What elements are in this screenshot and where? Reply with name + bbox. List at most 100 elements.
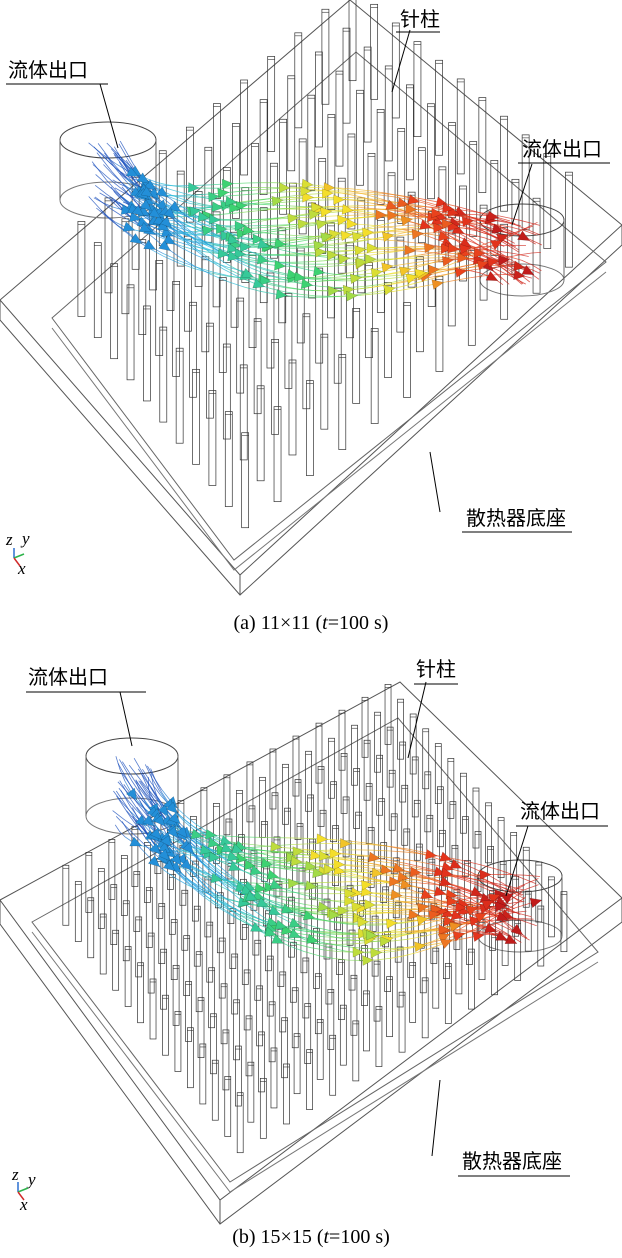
streamline bbox=[456, 222, 485, 224]
streamline bbox=[144, 764, 160, 792]
base-plate bbox=[31, 717, 599, 1183]
streamline bbox=[363, 865, 395, 868]
streamline bbox=[453, 888, 482, 899]
pin bbox=[329, 1034, 337, 1096]
flow-arrow bbox=[423, 242, 437, 254]
flow-arrow bbox=[400, 215, 414, 227]
streamline bbox=[291, 263, 325, 265]
flow-arrow bbox=[498, 254, 511, 266]
streamline bbox=[117, 225, 149, 249]
flow-arrow bbox=[521, 264, 535, 275]
streamline bbox=[381, 933, 411, 936]
pin bbox=[99, 913, 107, 975]
flow-arrow bbox=[355, 257, 368, 268]
streamline bbox=[177, 255, 212, 275]
flow-arrow bbox=[309, 849, 323, 861]
pin bbox=[187, 1027, 194, 1089]
streamline bbox=[367, 918, 394, 921]
pin bbox=[384, 282, 392, 378]
flow-arrow bbox=[344, 895, 356, 907]
flow-arrow bbox=[433, 886, 447, 897]
callout-leader bbox=[99, 83, 119, 149]
pin bbox=[422, 728, 430, 790]
streamline bbox=[295, 193, 323, 196]
streamline bbox=[165, 221, 191, 228]
flow-arrow bbox=[486, 210, 500, 221]
streamline bbox=[493, 273, 515, 276]
pin bbox=[110, 263, 119, 360]
streamline bbox=[260, 228, 289, 234]
streamline bbox=[457, 221, 487, 231]
flow-arrow bbox=[342, 284, 355, 296]
pin bbox=[485, 802, 492, 864]
streamline bbox=[170, 194, 194, 203]
streamline bbox=[521, 259, 542, 271]
streamline bbox=[205, 897, 236, 919]
flow-arrow bbox=[370, 947, 383, 959]
streamline bbox=[348, 284, 379, 288]
flow-arrow bbox=[479, 869, 492, 881]
streamline bbox=[179, 814, 201, 832]
streamline bbox=[242, 250, 271, 255]
pin bbox=[253, 318, 262, 415]
streamline bbox=[139, 780, 162, 809]
streamline bbox=[215, 894, 242, 914]
streamline-figure-a: 流体出口 针柱 流体出口 散热器底座 z y x bbox=[0, 0, 622, 596]
pin bbox=[353, 768, 360, 829]
flow-arrow bbox=[452, 931, 466, 942]
axis-x-label: x bbox=[17, 559, 26, 578]
pin bbox=[122, 900, 130, 962]
pin bbox=[138, 239, 147, 335]
pin bbox=[294, 779, 302, 840]
pin bbox=[158, 903, 166, 964]
flow-arrow bbox=[440, 939, 453, 949]
flow-arrow bbox=[362, 227, 375, 239]
pin bbox=[172, 964, 180, 1026]
pin bbox=[407, 191, 416, 288]
streamline bbox=[243, 286, 277, 295]
streamline bbox=[324, 936, 354, 938]
flow-arrow bbox=[349, 273, 363, 285]
pin bbox=[321, 8, 330, 105]
pin bbox=[201, 256, 210, 353]
flow-arrow bbox=[208, 191, 221, 203]
pin bbox=[243, 969, 251, 1031]
streamline bbox=[323, 931, 351, 934]
flow-arrow bbox=[405, 273, 419, 285]
streamline bbox=[327, 874, 358, 879]
streamline bbox=[409, 925, 436, 935]
pin bbox=[340, 753, 348, 814]
streamline bbox=[364, 199, 397, 203]
pin bbox=[399, 741, 407, 803]
pin bbox=[224, 1076, 232, 1137]
streamline bbox=[416, 918, 443, 927]
flow-arrow bbox=[231, 843, 244, 854]
streamline bbox=[465, 921, 489, 934]
streamline bbox=[283, 205, 314, 208]
flow-arrow bbox=[443, 915, 456, 927]
streamline bbox=[374, 225, 405, 229]
flow-arrow bbox=[337, 905, 350, 917]
streamline bbox=[417, 852, 452, 865]
streamline bbox=[249, 217, 280, 221]
flow-arrow bbox=[414, 941, 427, 953]
streamline bbox=[304, 199, 334, 202]
pin bbox=[174, 1011, 182, 1072]
streamline bbox=[192, 828, 213, 843]
figure-panel-a: 流体出口 针柱 流体出口 散热器底座 z y x bbox=[0, 0, 622, 600]
streamline bbox=[378, 278, 408, 286]
pin-array bbox=[77, 0, 573, 529]
streamline bbox=[505, 904, 524, 912]
flow-arrow bbox=[320, 206, 333, 218]
pin bbox=[325, 943, 333, 1005]
pin bbox=[97, 868, 105, 929]
pin bbox=[435, 59, 443, 156]
streamline bbox=[282, 238, 312, 241]
flow-arrow bbox=[182, 841, 195, 855]
pin bbox=[185, 126, 194, 223]
flow-arrow bbox=[490, 239, 503, 251]
streamline bbox=[507, 896, 527, 910]
flow-arrow bbox=[510, 923, 524, 935]
flow-arrow bbox=[368, 851, 381, 863]
flow-arrow bbox=[250, 921, 263, 932]
